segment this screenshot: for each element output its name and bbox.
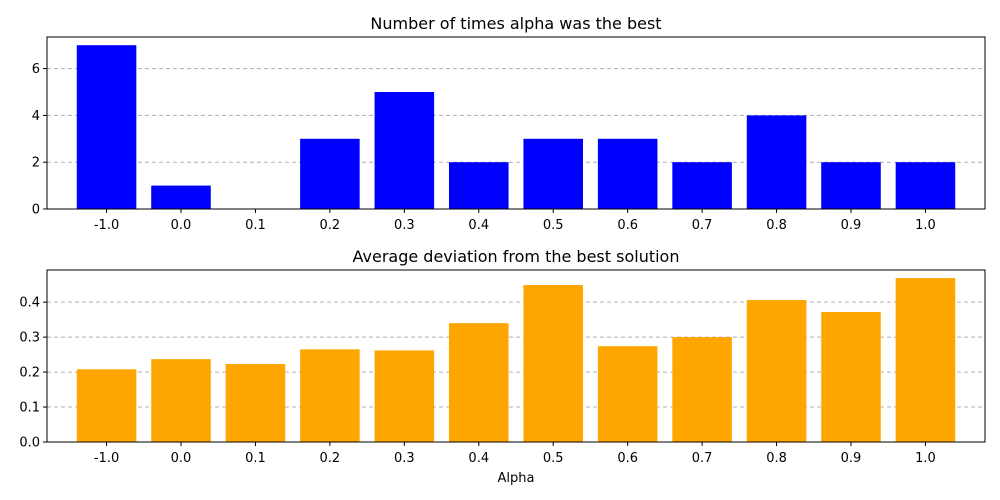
bar — [449, 323, 509, 442]
y-tick-label: 2 — [32, 156, 40, 171]
x-tick-label: -1.0 — [94, 218, 119, 233]
x-axis-label: Alpha — [498, 471, 535, 486]
chart-title: Number of times alpha was the best — [370, 14, 661, 33]
chart-title: Average deviation from the best solution — [353, 247, 680, 266]
bar — [672, 337, 732, 442]
y-tick-label: 0.3 — [19, 331, 40, 346]
x-tick-label: 0.6 — [617, 218, 638, 233]
x-tick-label: 0.6 — [617, 451, 638, 466]
bar — [374, 350, 435, 442]
y-tick-label: 0 — [32, 203, 40, 218]
x-tick-label: 0.8 — [766, 451, 787, 466]
y-tick-label: 6 — [32, 62, 40, 77]
bar — [374, 91, 435, 209]
bar — [225, 364, 286, 442]
x-tick-label: 0.7 — [692, 451, 713, 466]
x-tick-label: 0.4 — [468, 451, 489, 466]
chart-best-count: Number of times alpha was the best -1.0 0… — [32, 14, 986, 233]
x-tick-label: 0.9 — [841, 218, 862, 233]
x-tick-label: 0.5 — [543, 451, 564, 466]
bar — [821, 311, 881, 442]
y-tick-label: 0.2 — [19, 366, 40, 381]
x-tick-label: 0.2 — [320, 218, 341, 233]
x-tick-label: 0.3 — [394, 218, 415, 233]
x-tick-label: 1.0 — [915, 451, 936, 466]
plot-frame — [46, 269, 986, 443]
x-tick-label: 0.1 — [245, 218, 266, 233]
x-tick-label: -1.0 — [94, 451, 119, 466]
bar — [895, 278, 956, 442]
x-tick-label: 0.1 — [245, 451, 266, 466]
x-tick-label: 0.0 — [171, 218, 192, 233]
bar — [76, 369, 137, 442]
x-tick-label: 1.0 — [915, 218, 936, 233]
x-tick-label: 0.2 — [320, 451, 341, 466]
bar — [597, 346, 658, 442]
bar — [523, 285, 583, 442]
bar — [151, 359, 211, 442]
bar — [895, 162, 956, 209]
bar — [746, 300, 807, 442]
x-tick-label: 0.5 — [543, 218, 564, 233]
bar — [672, 162, 732, 209]
y-tick-label: 0.0 — [19, 436, 40, 451]
bar — [746, 115, 807, 209]
bar — [597, 138, 658, 209]
bar — [300, 349, 360, 442]
x-tick-label: 0.7 — [692, 218, 713, 233]
plot-frame — [46, 36, 986, 210]
bar — [449, 162, 509, 209]
bar — [151, 185, 211, 209]
x-tick-label: 0.9 — [841, 451, 862, 466]
chart-average-deviation: Average deviation from the best solution… — [19, 247, 986, 486]
y-tick-label: 0.4 — [19, 296, 40, 311]
x-tick-label: 0.4 — [468, 218, 489, 233]
y-tick-label: 0.1 — [19, 401, 40, 416]
x-tick-label: 0.3 — [394, 451, 415, 466]
y-tick-label: 4 — [32, 109, 40, 124]
bar — [821, 162, 881, 209]
bar — [300, 138, 360, 209]
bar — [523, 138, 583, 209]
x-tick-label: 0.8 — [766, 218, 787, 233]
bar — [76, 45, 137, 209]
x-tick-label: 0.0 — [171, 451, 192, 466]
